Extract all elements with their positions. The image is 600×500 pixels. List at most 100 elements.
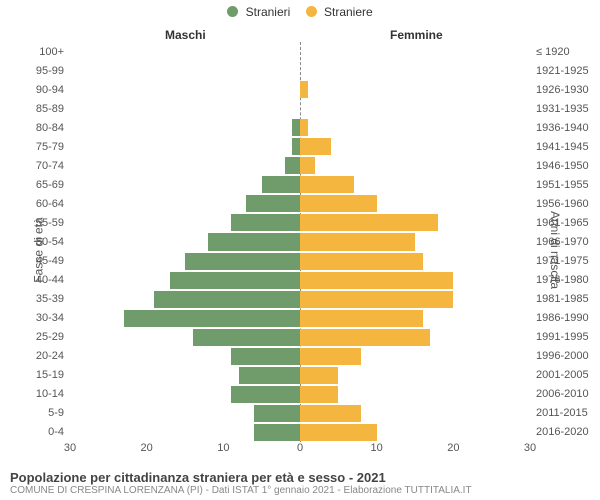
age-label: 70-74: [36, 160, 64, 172]
age-label: 20-24: [36, 350, 64, 362]
birth-year-label: 1956-1960: [536, 198, 589, 210]
birth-year-label: 1926-1930: [536, 84, 589, 96]
bar-female: [300, 405, 361, 422]
bar-male: [193, 329, 300, 346]
bar-male: [254, 405, 300, 422]
pyramid-row: 80-841936-1940: [70, 118, 530, 137]
bar-female: [300, 214, 438, 231]
bar-female: [300, 348, 361, 365]
bar-female: [300, 291, 453, 308]
birth-year-label: 2016-2020: [536, 426, 589, 438]
age-label: 60-64: [36, 198, 64, 210]
column-header-male: Maschi: [165, 28, 206, 42]
x-tick-label: 20: [141, 442, 153, 454]
pyramid-row: 40-441976-1980: [70, 271, 530, 290]
x-tick-label: 0: [297, 442, 303, 454]
age-label: 5-9: [48, 407, 64, 419]
pyramid-row: 30-341986-1990: [70, 309, 530, 328]
birth-year-label: 1991-1995: [536, 331, 589, 343]
age-label: 30-34: [36, 312, 64, 324]
age-label: 95-99: [36, 65, 64, 77]
pyramid-row: 95-991921-1925: [70, 61, 530, 80]
pyramid-row: 25-291991-1995: [70, 328, 530, 347]
bar-male: [285, 157, 300, 174]
bar-female: [300, 81, 308, 98]
age-label: 25-29: [36, 331, 64, 343]
legend-label-male: Stranieri: [246, 5, 291, 19]
age-label: 65-69: [36, 179, 64, 191]
bar-male: [262, 176, 300, 193]
age-label: 100+: [39, 46, 64, 58]
birth-year-label: 1941-1945: [536, 141, 589, 153]
legend-swatch-male: [227, 6, 238, 17]
legend-swatch-female: [306, 6, 317, 17]
bar-female: [300, 119, 308, 136]
pyramid-row: 15-192001-2005: [70, 366, 530, 385]
birth-year-label: 2006-2010: [536, 388, 589, 400]
age-label: 90-94: [36, 84, 64, 96]
birth-year-label: 1981-1985: [536, 293, 589, 305]
birth-year-label: 1921-1925: [536, 65, 589, 77]
age-label: 0-4: [48, 426, 64, 438]
bar-male: [239, 367, 300, 384]
birth-year-label: 1986-1990: [536, 312, 589, 324]
bar-female: [300, 386, 338, 403]
birth-year-label: 1951-1955: [536, 179, 589, 191]
bar-female: [300, 367, 338, 384]
pyramid-row: 70-741946-1950: [70, 156, 530, 175]
chart-subtitle: COMUNE DI CRESPINA LORENZANA (PI) - Dati…: [10, 485, 472, 496]
bar-male: [231, 214, 300, 231]
birth-year-label: 1976-1980: [536, 274, 589, 286]
birth-year-label: 1971-1975: [536, 255, 589, 267]
bar-male: [185, 253, 300, 270]
pyramid-row: 75-791941-1945: [70, 137, 530, 156]
age-label: 75-79: [36, 141, 64, 153]
legend: Stranieri Straniere: [0, 4, 600, 19]
bar-male: [208, 233, 300, 250]
bar-female: [300, 329, 430, 346]
birth-year-label: 1931-1935: [536, 103, 589, 115]
bar-female: [300, 310, 423, 327]
birth-year-label: 1936-1940: [536, 122, 589, 134]
plot-area: 100+≤ 192095-991921-192590-941926-193085…: [70, 42, 530, 442]
pyramid-row: 10-142006-2010: [70, 385, 530, 404]
pyramid-row: 0-42016-2020: [70, 423, 530, 442]
bar-female: [300, 424, 377, 441]
age-label: 35-39: [36, 293, 64, 305]
bar-male: [292, 138, 300, 155]
birth-year-label: 2001-2005: [536, 369, 589, 381]
birth-year-label: 1946-1950: [536, 160, 589, 172]
chart-title: Popolazione per cittadinanza straniera p…: [10, 470, 472, 485]
pyramid-row: 65-691951-1955: [70, 175, 530, 194]
footer: Popolazione per cittadinanza straniera p…: [10, 470, 472, 496]
birth-year-label: 1966-1970: [536, 236, 589, 248]
bar-male: [231, 348, 300, 365]
age-label: 80-84: [36, 122, 64, 134]
x-tick-label: 20: [447, 442, 459, 454]
age-label: 45-49: [36, 255, 64, 267]
pyramid-row: 55-591961-1965: [70, 213, 530, 232]
pyramid-row: 85-891931-1935: [70, 99, 530, 118]
column-header-female: Femmine: [390, 28, 443, 42]
pyramid-row: 60-641956-1960: [70, 194, 530, 213]
chart-container: Stranieri Straniere Maschi Femmine Fasce…: [0, 0, 600, 500]
x-tick-label: 30: [524, 442, 536, 454]
age-label: 15-19: [36, 369, 64, 381]
age-label: 85-89: [36, 103, 64, 115]
pyramid-row: 100+≤ 1920: [70, 42, 530, 61]
age-label: 10-14: [36, 388, 64, 400]
legend-label-female: Straniere: [324, 5, 373, 19]
bar-male: [254, 424, 300, 441]
birth-year-label: 1961-1965: [536, 217, 589, 229]
bar-female: [300, 138, 331, 155]
bar-female: [300, 176, 354, 193]
pyramid-row: 20-241996-2000: [70, 347, 530, 366]
age-label: 50-54: [36, 236, 64, 248]
x-axis: 3020100102030: [70, 442, 530, 460]
pyramid-row: 45-491971-1975: [70, 252, 530, 271]
legend-item-female: Straniere: [306, 4, 373, 19]
legend-item-male: Stranieri: [227, 4, 290, 19]
age-label: 40-44: [36, 274, 64, 286]
x-tick-label: 10: [217, 442, 229, 454]
bar-female: [300, 253, 423, 270]
